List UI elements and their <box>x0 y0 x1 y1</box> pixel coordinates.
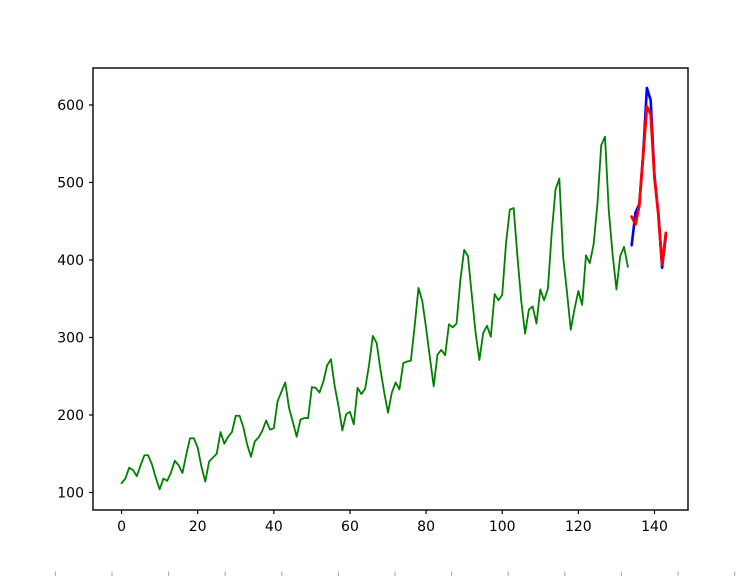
y-tick-label: 600 <box>57 98 84 114</box>
x-tick-label: 60 <box>341 519 359 535</box>
forecast-line <box>630 105 668 267</box>
plot-border <box>92 67 689 511</box>
x-tick-label: 100 <box>489 519 516 535</box>
x-tick-label: 40 <box>265 519 283 535</box>
x-tick-label: 0 <box>117 519 126 535</box>
y-tick-label: 300 <box>57 330 84 346</box>
x-tick-label: 140 <box>641 519 668 535</box>
y-tick-label: 100 <box>57 485 84 501</box>
x-tick-label: 20 <box>189 519 207 535</box>
y-tick-label: 400 <box>57 253 84 269</box>
y-tick-label: 500 <box>57 175 84 191</box>
x-tick-label: 120 <box>565 519 592 535</box>
training-data-line <box>120 135 629 491</box>
y-tick-label: 200 <box>57 408 84 424</box>
x-tick-label: 80 <box>417 519 435 535</box>
